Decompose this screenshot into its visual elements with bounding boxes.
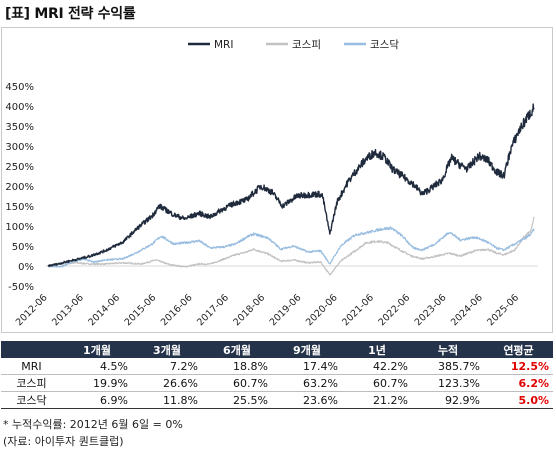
header-cell	[1, 341, 62, 358]
y-tick-label: 250%	[5, 162, 34, 173]
y-tick-label: 150%	[5, 202, 34, 213]
legend-label: 코스닥	[370, 39, 399, 51]
y-tick-label: 0%	[18, 262, 34, 273]
annual-return-cell: 5.0%	[518, 393, 549, 407]
table-cell: 42.2%	[373, 359, 408, 373]
y-tick-label: -50%	[8, 282, 34, 293]
series-line-kosdaq	[47, 226, 535, 268]
footnote-source: (자료: 아이투자 퀀트클럽)	[3, 435, 124, 448]
row-label: 코스피	[16, 377, 47, 390]
chart-area: 450% 400% 350% 300% 250% 200% 150% 100% 50% 0% -50…	[1, 27, 553, 333]
annual-return-cell: 12.5%	[510, 359, 549, 373]
x-tick-label: 2020-06	[304, 292, 340, 328]
x-tick-label: 2024-06	[449, 292, 485, 328]
x-tick-label: 2018-06	[231, 292, 267, 328]
header-cell: 1개월	[83, 343, 111, 357]
x-tick-label: 2025-06	[485, 292, 521, 328]
annual-return-cell: 6.2%	[518, 376, 549, 390]
table-header-row: 1개월 3개월 6개월 9개월 1년 누적 연평균	[1, 341, 553, 358]
x-tick-label: 2012-06	[14, 292, 50, 328]
series-line-kospi	[47, 216, 535, 276]
x-tick-label: 2022-06	[376, 292, 412, 328]
table-cell: 6.9%	[100, 393, 128, 407]
table-cell: 4.5%	[100, 359, 128, 373]
table-cell: 18.8%	[233, 359, 268, 373]
series-line-mri	[47, 103, 535, 268]
row-label: 코스닥	[16, 394, 47, 407]
table-cell: 60.7%	[233, 376, 268, 390]
chart-title: [표] MRI 전략 수익률	[5, 6, 136, 22]
x-tick-label: 2015-06	[123, 292, 159, 328]
table-row: MRI 4.5% 7.2% 18.8% 17.4% 42.2% 385.7% 1…	[1, 358, 553, 375]
y-tick-label: 350%	[5, 122, 34, 133]
table-cell: 17.4%	[303, 359, 338, 373]
table-row: 코스피 19.9% 26.6% 60.7% 63.2% 60.7% 123.3%…	[1, 375, 553, 392]
header-cell: 누적	[437, 343, 459, 357]
table-cell: 26.6%	[163, 376, 198, 390]
legend-label: 코스피	[292, 39, 321, 51]
header-cell: 1년	[368, 343, 386, 357]
header-cell: 6개월	[223, 343, 251, 357]
y-tick-label: 50%	[12, 242, 34, 253]
table-cell: 123.3%	[438, 376, 480, 390]
x-tick-label: 2016-06	[159, 292, 195, 328]
y-tick-label: 200%	[5, 182, 34, 193]
header-cell: 연평균	[503, 343, 534, 357]
table-cell: 25.5%	[233, 393, 268, 407]
x-tick-label: 2023-06	[413, 292, 449, 328]
table-cell: 63.2%	[303, 376, 338, 390]
x-tick-label: 2014-06	[86, 292, 122, 328]
table-cell: 11.8%	[163, 393, 198, 407]
table-cell: 60.7%	[373, 376, 408, 390]
y-tick-label: 400%	[5, 102, 34, 113]
performance-table: 1개월 3개월 6개월 9개월 1년 누적 연평균 MRI 4.5% 7.2% …	[1, 341, 553, 409]
table-cell: 23.6%	[303, 393, 338, 407]
x-tick-label: 2017-06	[195, 292, 231, 328]
line-chart: 450% 400% 350% 300% 250% 200% 150% 100% 50% 0% -50…	[5, 39, 538, 328]
x-tick-label: 2019-06	[268, 292, 304, 328]
table-cell: 19.9%	[93, 376, 128, 390]
footnote-cumulative: * 누적수익률: 2012년 6월 6일 = 0%	[3, 418, 183, 431]
header-cell: 9개월	[293, 343, 321, 357]
x-tick-label: 2013-06	[50, 292, 86, 328]
table-cell: 385.7%	[438, 359, 480, 373]
x-tick-label: 2021-06	[340, 292, 376, 328]
table-cell: 92.9%	[445, 393, 480, 407]
row-label: MRI	[21, 359, 42, 373]
table-row: 코스닥 6.9% 11.8% 25.5% 23.6% 21.2% 92.9% 5…	[1, 392, 553, 409]
table-cell: 21.2%	[373, 393, 408, 407]
y-tick-label: 100%	[5, 222, 34, 233]
header-cell: 3개월	[153, 343, 181, 357]
y-tick-label: 450%	[5, 82, 34, 93]
legend-label: MRI	[214, 39, 233, 51]
table-cell: 7.2%	[170, 359, 198, 373]
y-tick-label: 300%	[5, 142, 34, 153]
